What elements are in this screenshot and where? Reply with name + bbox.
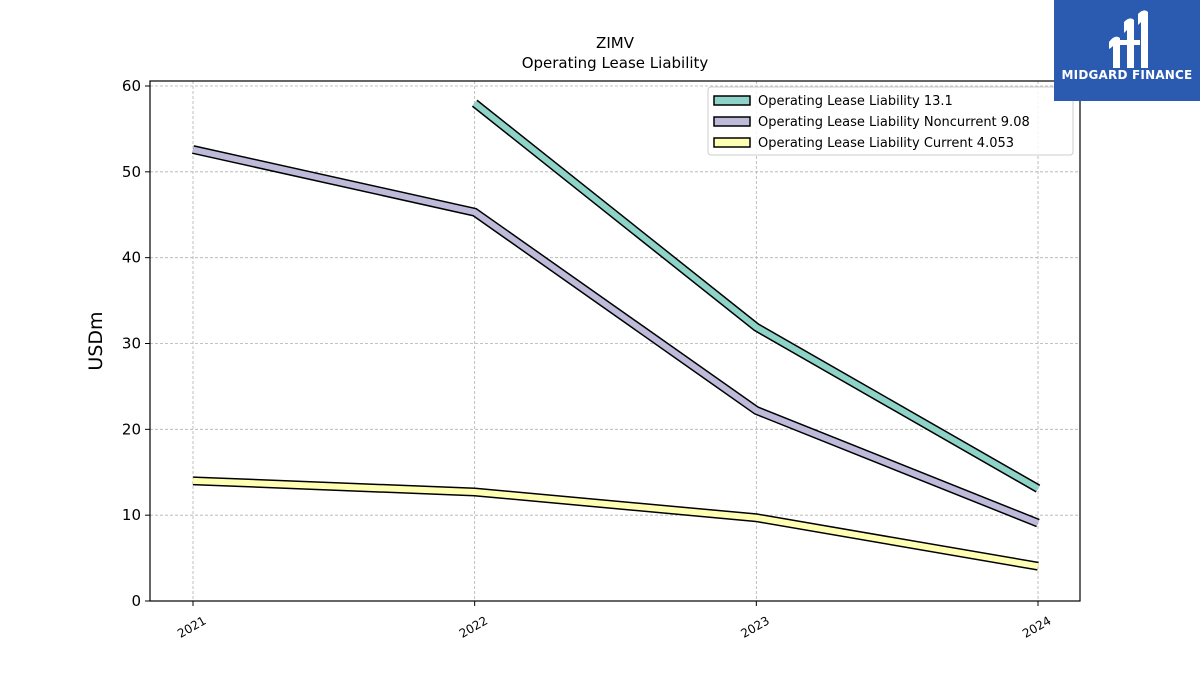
x-tick-label: 2022 xyxy=(457,613,490,640)
legend-label: Operating Lease Liability Current 4.053 xyxy=(758,136,1014,151)
chart-title: ZIMV xyxy=(596,34,635,52)
legend: Operating Lease Liability 13.1 Operating … xyxy=(707,86,1074,156)
series-line xyxy=(192,476,1039,571)
series-line xyxy=(471,99,1041,493)
plot-area-frame xyxy=(149,80,1081,602)
logo-text: MIDGARD FINANCE xyxy=(1061,68,1193,82)
y-tick-label: 20 xyxy=(122,420,141,438)
chart-subtitle: Operating Lease Liability xyxy=(522,54,709,72)
x-tick-label: 2021 xyxy=(175,613,208,640)
y-tick-label: 0 xyxy=(131,592,141,610)
y-tick-label: 60 xyxy=(122,77,141,95)
x-tick-label: 2023 xyxy=(738,613,771,640)
series-line-outline xyxy=(192,145,1040,528)
midgard-finance-logo: MIDGARD FINANCE xyxy=(1054,0,1200,101)
series-line-fill xyxy=(192,477,1039,570)
y-tick-label: 10 xyxy=(122,506,141,524)
series-line-outline xyxy=(192,476,1039,571)
series-line-fill xyxy=(192,146,1040,526)
series-line xyxy=(192,145,1040,528)
y-tick-label: 50 xyxy=(122,163,141,181)
legend-label: Operating Lease Liability Noncurrent 9.0… xyxy=(758,115,1030,130)
series-line-outline xyxy=(471,99,1041,493)
y-tick-label: 30 xyxy=(122,335,141,353)
legend-swatch xyxy=(713,95,751,106)
legend-box xyxy=(707,86,1074,156)
legend-label: Operating Lease Liability 13.1 xyxy=(758,94,953,109)
legend-swatch xyxy=(713,137,751,148)
y-axis-label: USDm xyxy=(85,311,107,370)
y-tick-label: 40 xyxy=(122,249,141,267)
x-tick-label: 2024 xyxy=(1020,613,1053,640)
legend-swatch xyxy=(713,116,751,127)
logo-emblem-icon xyxy=(1109,10,1148,68)
series-line-fill xyxy=(472,100,1040,492)
